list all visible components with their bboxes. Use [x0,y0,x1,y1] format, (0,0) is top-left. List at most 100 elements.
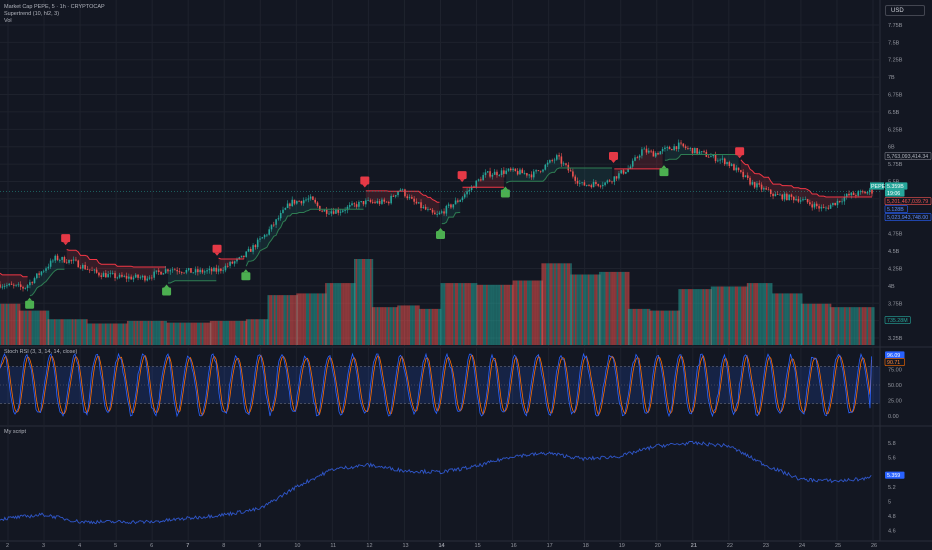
volume-bar [718,286,721,345]
volume-bar [647,308,649,345]
volume-bar [479,284,482,345]
candle-body [91,269,93,271]
volume-bar [52,319,55,345]
candle-body [811,204,813,208]
volume-bar [440,283,443,345]
volume-bar [34,310,37,345]
volume-bar [33,310,35,345]
volume-bar [31,310,34,345]
candle-body [95,269,98,273]
volume-bar [736,286,739,345]
volume-bar [112,323,115,345]
candle-body [88,269,91,271]
volume-bar [754,283,757,345]
legend-supertrend[interactable]: Supertrend (10, hl2, 3) [4,11,60,17]
candle-body [691,148,694,154]
candle-body [328,213,330,215]
volume-bar [341,283,343,345]
candle-body [316,202,319,206]
volume-bar [373,307,376,345]
currency-button[interactable]: USD [885,5,925,16]
date-label: 16 [511,543,517,549]
volume-bar [742,286,745,345]
candle-body [468,189,471,192]
candle-body [871,189,873,194]
candle-body [111,273,114,275]
candle-body [38,273,40,275]
volume-bar [235,320,238,345]
candle-body [450,204,452,208]
volume-bar [850,307,853,345]
candle-body [555,155,558,160]
price-tick-label: 3.25B [888,336,903,342]
volume-bar [17,303,19,345]
stoch-k-tag-bg [885,351,905,359]
candle-body [233,261,236,264]
volume-bar [710,286,713,345]
volume-bar [68,319,71,345]
volume-bar [583,274,585,345]
volume-bar [534,280,537,345]
candle-body [275,219,277,225]
candle-body [466,191,468,195]
candles [0,139,873,292]
volume-bar [266,319,269,345]
volume-bar [689,289,692,345]
legend-stoch-rsi[interactable]: Stoch RSI (3, 3, 14, 14, close) [4,349,78,355]
volume-bar [599,271,601,345]
candle-body [102,273,105,277]
candle-body [684,146,687,149]
volume-bar [536,280,539,345]
volume-bar [506,284,509,345]
volume-bar [88,323,91,345]
candle-body [82,264,84,269]
supertrend-segment [740,159,872,198]
candle-body [358,201,360,207]
volume-bar [363,259,366,345]
volume-bar [46,310,48,345]
volume-bar [700,289,703,345]
volume-bar [871,307,873,345]
candle-body [408,197,411,199]
volume-bar [469,283,471,345]
volume-bar [805,303,808,345]
volume-bar [494,284,496,345]
sell-signal-arrow [214,252,220,256]
volume-bar [560,263,563,345]
volume-bar [770,283,773,345]
volume-bar [426,308,429,345]
candle-body [836,200,839,206]
legend-volume[interactable]: Vol [4,18,12,24]
candle-body [146,278,149,281]
candle-body [654,152,657,157]
date-label: 19 [619,543,625,549]
candle-body [355,204,358,207]
volume-bar [62,319,64,345]
volume-bar [547,263,550,345]
volume-bar [476,284,479,345]
script-line [0,440,872,525]
volume-bar [691,289,693,345]
sell-signal-arrow [362,184,368,188]
volume-bar [117,323,120,345]
volume-bar [470,283,473,345]
candle-body [183,272,185,274]
volume-bar [28,310,31,345]
volume-bar [699,289,701,345]
volume-bar [280,295,282,345]
candle-body [178,271,181,273]
volume-bar [584,274,587,345]
candle-body [611,181,613,183]
candle-body [49,260,52,267]
legend-my-script[interactable]: My script [4,429,26,435]
volume-bar [70,319,72,345]
price-tag: 5.359B [887,184,904,190]
candle-body [509,168,512,171]
candle-body [507,168,510,171]
volume-bar [502,284,504,345]
candle-body [365,200,367,205]
candle-body [590,185,593,188]
volume-bar [114,323,117,345]
legend-symbol[interactable]: Market Cap PEPE, 5 · 1h · CRYPTOCAP [4,4,105,10]
